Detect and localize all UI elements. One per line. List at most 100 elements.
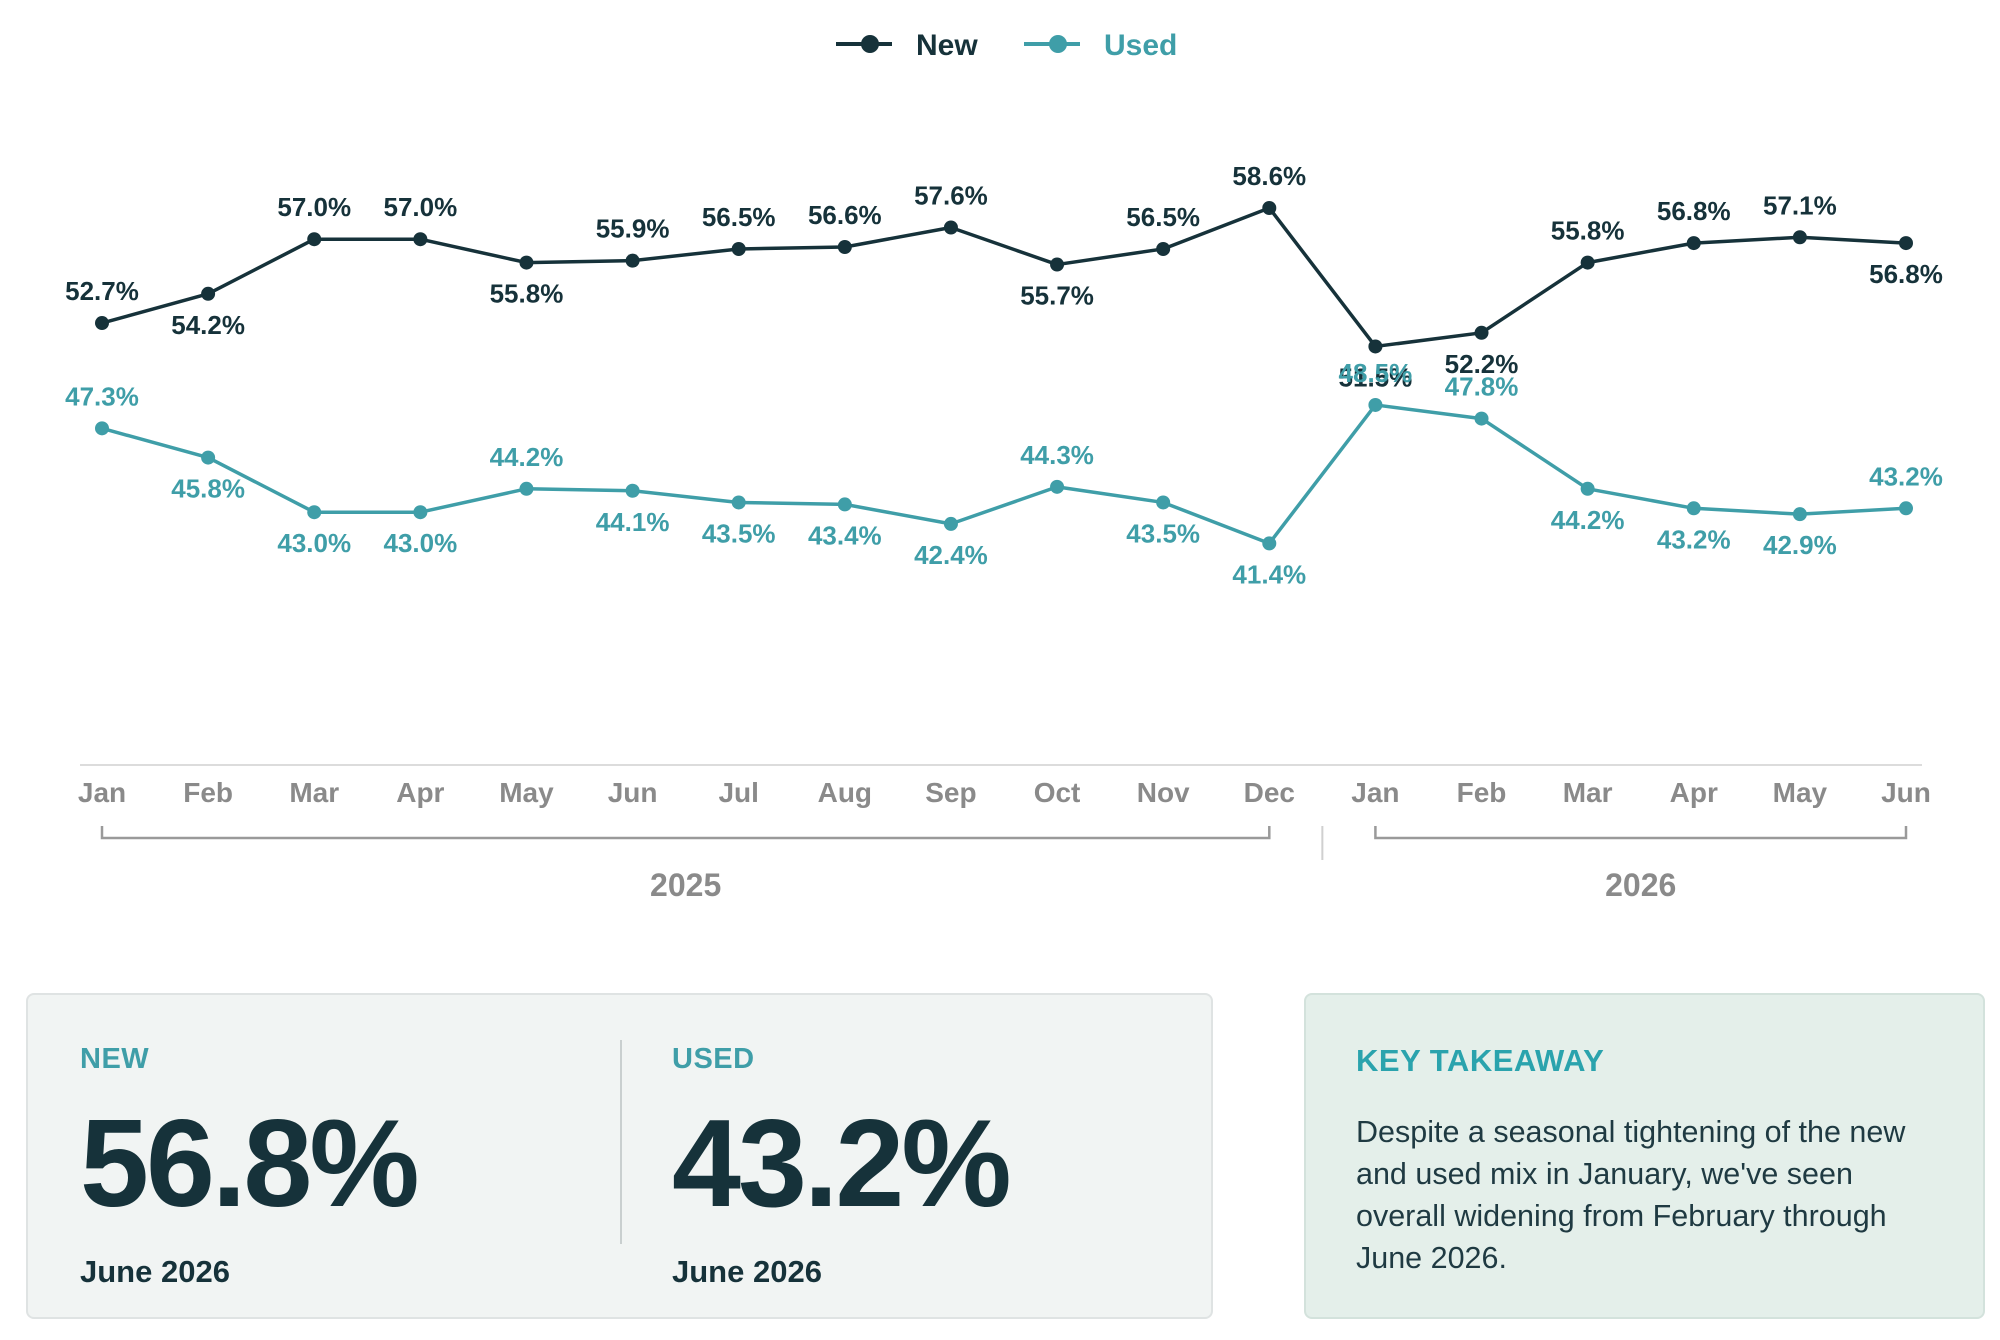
line-chart: New Used 52.7% 54.2% 57.0% 57.0% 55.8% 55.9% 56… xyxy=(65,29,1943,903)
data-point xyxy=(731,495,746,510)
data-label: 55.8% xyxy=(1551,216,1625,246)
chart-legend: New Used xyxy=(836,29,1177,62)
data-label: 47.8% xyxy=(1445,372,1519,402)
used-stat-value: 43.2% xyxy=(672,1095,1012,1233)
year-bracket xyxy=(100,826,1271,840)
data-label: 43.2% xyxy=(1657,524,1731,554)
series-line-used xyxy=(101,403,1907,546)
x-tick-label: Jun xyxy=(1881,777,1931,808)
stats-card: NEW 56.8% June 2026 USED 43.2% June 2026 xyxy=(26,993,1213,1319)
data-label: 47.3% xyxy=(65,381,139,411)
data-point xyxy=(1686,236,1701,251)
new-stat-date: June 2026 xyxy=(80,1254,230,1289)
data-point xyxy=(1368,397,1383,412)
data-point xyxy=(1899,501,1913,516)
data-point xyxy=(1262,201,1277,215)
data-point xyxy=(95,421,109,436)
data-label: 44.2% xyxy=(490,442,564,472)
year-label: 2026 xyxy=(1605,867,1676,903)
data-point xyxy=(943,516,958,531)
data-label: 57.6% xyxy=(914,181,988,211)
x-tick-label: Mar xyxy=(1563,777,1613,808)
data-point xyxy=(625,483,640,498)
data-point xyxy=(1580,255,1595,270)
year-group-2025: 2025 xyxy=(100,826,1271,903)
data-label: 42.9% xyxy=(1763,530,1837,560)
x-tick-label: May xyxy=(499,777,554,808)
legend-marker xyxy=(861,35,879,53)
data-label: 43.4% xyxy=(808,520,882,550)
data-point xyxy=(1368,339,1383,354)
data-label: 56.6% xyxy=(808,200,882,230)
legend-label: New xyxy=(916,29,978,62)
data-point xyxy=(1792,230,1807,245)
data-point xyxy=(519,481,534,496)
data-label: 56.5% xyxy=(702,202,776,232)
new-stat-label: NEW xyxy=(80,1043,150,1075)
x-tick-label: Apr xyxy=(1670,777,1718,808)
data-label: 55.8% xyxy=(490,279,564,309)
data-point xyxy=(1580,481,1595,496)
data-point xyxy=(201,450,216,465)
series-line-new xyxy=(101,206,1907,349)
data-label: 55.9% xyxy=(596,214,670,244)
year-bracket xyxy=(1374,826,1908,840)
data-label: 44.2% xyxy=(1551,505,1625,535)
x-tick-label: May xyxy=(1773,777,1828,808)
data-point xyxy=(1050,257,1065,272)
year-label: 2025 xyxy=(650,867,721,903)
x-tick-label: Aug xyxy=(818,777,872,808)
data-point xyxy=(837,240,852,254)
x-tick-label: Jul xyxy=(718,777,758,808)
key-takeaway-text: Despite a seasonal tightening of the new… xyxy=(1356,1115,1906,1275)
data-label: 43.0% xyxy=(277,528,351,558)
data-label: 41.4% xyxy=(1232,559,1306,589)
year-groups: 2025 2026 xyxy=(100,826,1908,903)
x-tick-label: Feb xyxy=(1457,777,1507,808)
data-label: 52.7% xyxy=(65,276,139,306)
used-stat-date: June 2026 xyxy=(672,1254,822,1289)
x-tick-label: Jan xyxy=(1351,777,1399,808)
legend-label: Used xyxy=(1104,29,1177,62)
data-label: 56.8% xyxy=(1869,259,1943,289)
data-label: 48.5% xyxy=(1339,358,1413,388)
data-point xyxy=(943,220,958,235)
series-lines xyxy=(95,201,1913,551)
x-tick-label: Apr xyxy=(396,777,444,808)
data-label: 52.2% xyxy=(1445,349,1519,379)
data-label: 42.4% xyxy=(914,540,988,570)
data-point xyxy=(413,232,428,247)
data-label: 43.5% xyxy=(702,518,776,548)
new-stat-value: 56.8% xyxy=(80,1095,420,1233)
data-point xyxy=(1474,325,1489,340)
data-point xyxy=(731,241,746,256)
data-label: 56.5% xyxy=(1126,202,1200,232)
data-point xyxy=(1156,241,1171,256)
key-takeaway-card: KEY TAKEAWAY Despite a seasonal tighteni… xyxy=(1304,993,1985,1319)
x-tick-label: Sep xyxy=(925,777,976,808)
data-label: 54.2% xyxy=(171,310,245,340)
data-label: 51.5% xyxy=(1339,362,1413,392)
data-label: 56.8% xyxy=(1657,196,1731,226)
x-tick-label: Dec xyxy=(1244,777,1295,808)
legend-marker xyxy=(1049,35,1067,53)
data-label: 57.1% xyxy=(1763,190,1837,220)
data-point xyxy=(1686,501,1701,516)
x-tick-label: Oct xyxy=(1034,777,1081,808)
data-point xyxy=(625,253,640,268)
x-tick-label: Nov xyxy=(1137,777,1190,808)
stats-divider xyxy=(620,1040,622,1244)
data-point xyxy=(1792,507,1807,522)
data-label: 44.1% xyxy=(596,507,670,537)
data-label: 44.3% xyxy=(1020,440,1094,470)
new-stat: NEW 56.8% June 2026 xyxy=(80,1043,420,1290)
data-label: 45.8% xyxy=(171,474,245,504)
data-point xyxy=(1474,411,1489,426)
data-label: 55.7% xyxy=(1020,281,1094,311)
used-stat: USED 43.2% June 2026 xyxy=(672,1043,1012,1290)
data-label: 43.2% xyxy=(1869,461,1943,491)
data-label: 57.0% xyxy=(277,192,351,222)
data-point xyxy=(837,497,852,512)
data-label: 43.0% xyxy=(383,528,457,558)
data-point xyxy=(519,255,534,270)
